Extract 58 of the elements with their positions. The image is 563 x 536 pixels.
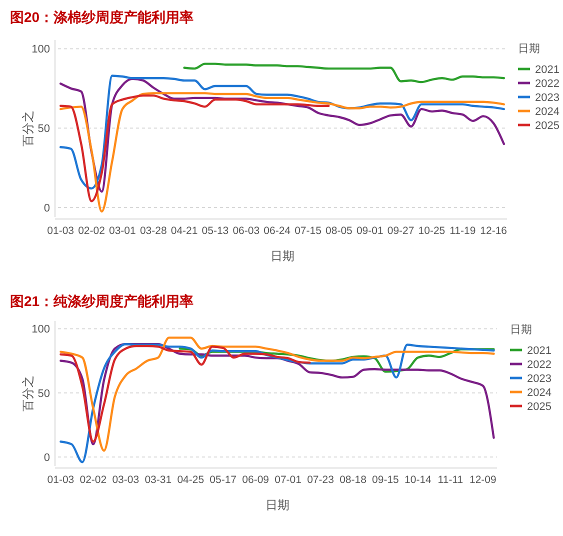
x-tick-label: 02-02 (78, 225, 106, 237)
y-tick-label: 100 (32, 44, 50, 56)
y-axis-title: 百分之 (21, 110, 35, 146)
x-tick-label: 10-25 (418, 225, 446, 237)
x-axis-title: 日期 (270, 249, 294, 263)
x-tick-label: 03-28 (140, 225, 167, 237)
x-tick-label: 11-19 (450, 225, 476, 237)
y-tick-label: 100 (32, 324, 50, 336)
x-tick-label: 11-11 (438, 474, 464, 486)
x-tick-label: 12-16 (480, 225, 508, 237)
legend-label: 2022 (535, 78, 560, 90)
x-tick-label: 07-01 (274, 474, 302, 486)
chart-title: 图21：纯涤纱周度产能利用率 (10, 293, 194, 309)
x-tick-label: 06-24 (264, 225, 291, 237)
legend-label: 2022 (527, 359, 552, 371)
x-tick-label: 07-15 (294, 225, 322, 237)
x-tick-label: 03-03 (112, 474, 140, 486)
legend-label: 2023 (535, 92, 560, 104)
legend-title: 日期 (510, 324, 532, 336)
x-tick-label: 09-27 (387, 225, 414, 237)
legend-label: 2024 (535, 106, 560, 118)
x-tick-label: 04-21 (170, 225, 198, 237)
x-tick-label: 01-03 (47, 474, 74, 486)
chart-title: 图20：涤棉纱周度产能利用率 (10, 9, 194, 25)
x-tick-label: 09-01 (356, 225, 384, 237)
x-tick-label: 02-02 (80, 474, 107, 486)
legend-label: 2023 (527, 373, 552, 385)
y-tick-label: 0 (44, 452, 50, 464)
legend-label: 2021 (527, 345, 552, 357)
line-series (183, 62, 506, 84)
x-tick-label: 03-01 (109, 225, 136, 237)
x-axis-title: 日期 (266, 498, 290, 512)
legend-label: 2024 (527, 387, 552, 399)
line-series (178, 347, 495, 373)
x-tick-label: 01-03 (47, 225, 74, 237)
x-tick-label: 06-03 (232, 225, 260, 237)
y-tick-label: 0 (44, 202, 50, 214)
line-series (59, 92, 506, 213)
x-tick-label: 03-31 (144, 474, 172, 486)
legend-title: 日期 (518, 43, 540, 55)
x-tick-label: 05-13 (202, 225, 229, 237)
legend-label: 2021 (535, 64, 560, 76)
line-series (59, 94, 330, 202)
x-tick-label: 05-17 (210, 474, 237, 486)
x-tick-label: 06-09 (242, 474, 270, 486)
y-axis-title: 百分之 (21, 376, 35, 412)
y-tick-label: 50 (38, 388, 50, 400)
x-tick-label: 07-23 (307, 474, 334, 486)
x-tick-label: 04-25 (177, 474, 204, 486)
x-tick-label: 08-18 (340, 474, 367, 486)
x-tick-label: 10-14 (404, 474, 432, 486)
line-series (60, 344, 311, 443)
y-tick-label: 50 (38, 123, 50, 136)
legend-label: 2025 (535, 120, 560, 132)
x-tick-label: 08-05 (326, 225, 353, 237)
x-tick-label: 09-15 (372, 474, 400, 486)
legend-label: 2025 (527, 401, 552, 413)
x-tick-label: 12-09 (469, 474, 497, 486)
